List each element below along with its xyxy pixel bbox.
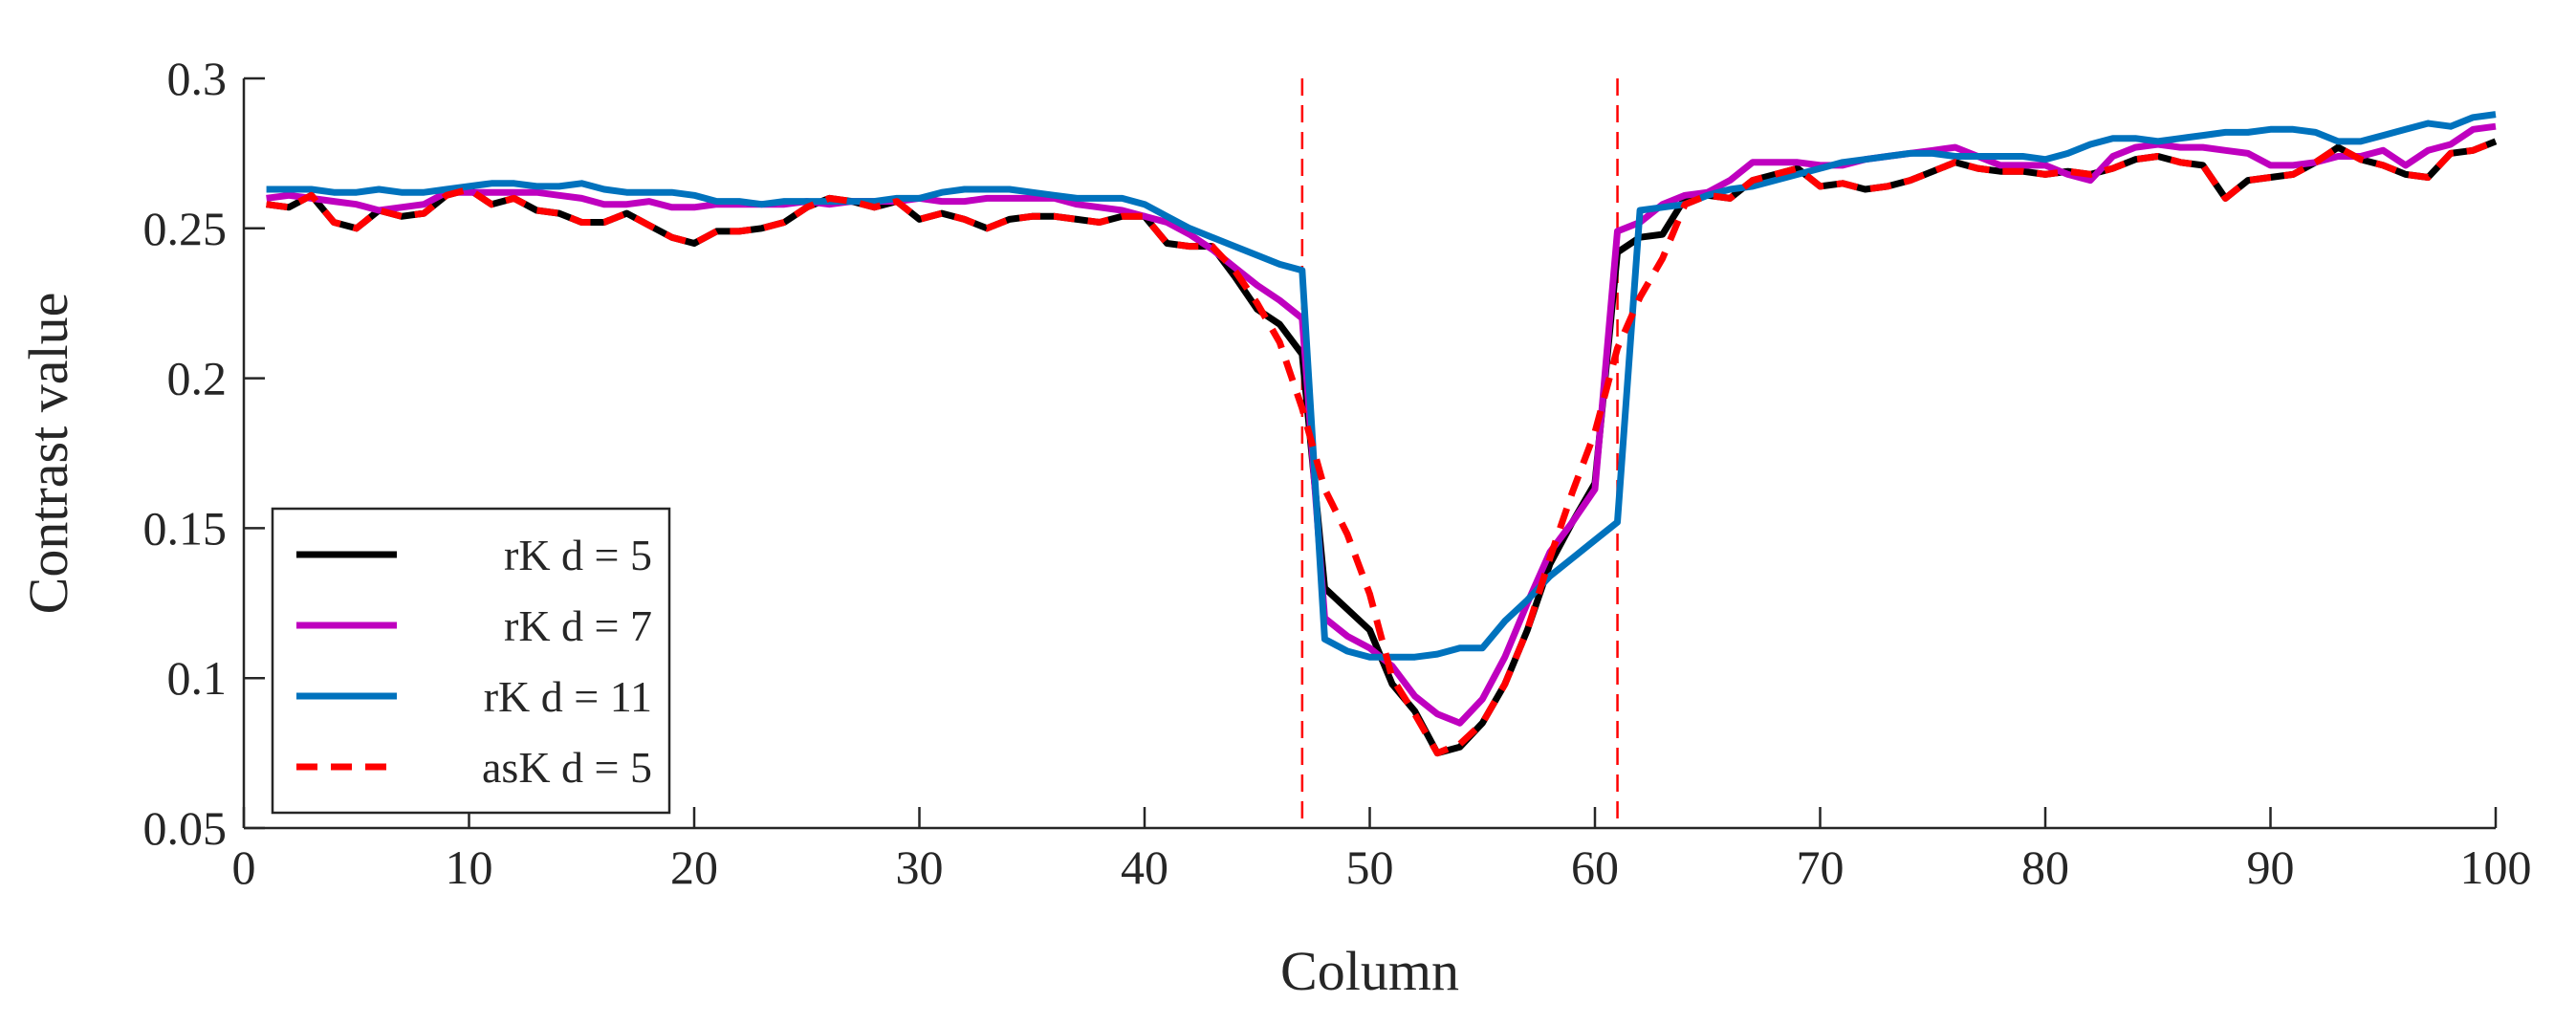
y-tick-label: 0.3 — [167, 52, 228, 105]
tick-labels: 0 10 20 30 40 50 60 70 80 90 100 0.05 0.1 0.15 0.2 0.25… — [143, 52, 2532, 894]
legend-label-2: rK d = 7 — [504, 601, 652, 650]
x-tick-label: 70 — [1797, 840, 1845, 894]
legend-label-1: rK d = 5 — [504, 531, 652, 579]
x-tick-label: 20 — [670, 840, 718, 894]
series-layer — [266, 111, 2498, 757]
y-tick-label: 0.15 — [143, 501, 228, 555]
y-tick-label: 0.05 — [143, 801, 228, 855]
x-tick-label: 90 — [2247, 840, 2295, 894]
legend-label-4: asK d = 5 — [482, 743, 652, 792]
x-tick-label: 30 — [896, 840, 944, 894]
legend-box — [271, 507, 671, 815]
legend-label-3: rK d = 11 — [484, 672, 652, 721]
y-tick-label: 0.2 — [167, 352, 228, 405]
x-tick-label: 50 — [1346, 840, 1394, 894]
x-tick-label: 100 — [2460, 840, 2532, 894]
axes — [242, 76, 2498, 830]
x-tick-label: 80 — [2021, 840, 2069, 894]
y-tick-label: 0.1 — [167, 651, 228, 705]
reference-lines — [1300, 78, 1619, 828]
x-tick-label: 40 — [1121, 840, 1168, 894]
y-axis-label: Contrast value — [17, 293, 79, 615]
x-tick-label: 10 — [446, 840, 493, 894]
x-tick-label: 0 — [232, 840, 256, 894]
x-axis-label: Column — [1280, 940, 1459, 1002]
y-tick-label: 0.25 — [143, 202, 228, 255]
series-line-4 — [266, 138, 2498, 757]
legend: rK d = 5 rK d = 7 rK d = 11 asK d = 5 — [271, 507, 671, 815]
x-tick-label: 60 — [1571, 840, 1619, 894]
series-line-3 — [266, 111, 2497, 661]
